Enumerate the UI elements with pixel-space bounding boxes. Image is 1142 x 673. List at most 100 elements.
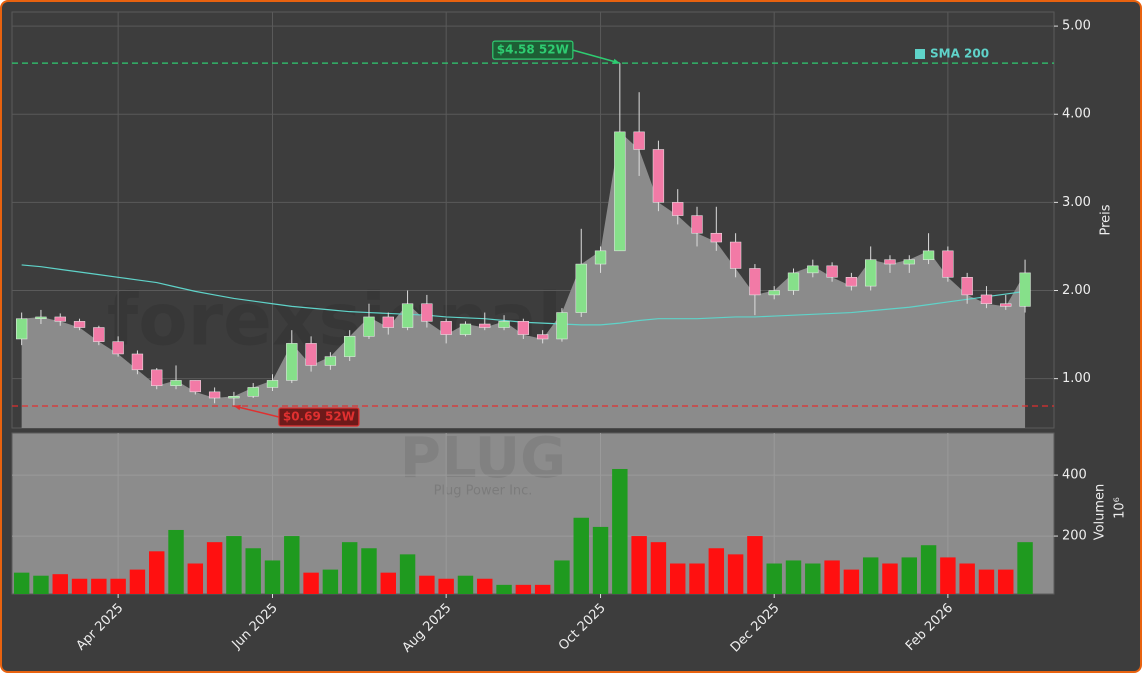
candle-body xyxy=(652,149,665,203)
volume-bar xyxy=(573,517,589,594)
candle-body xyxy=(845,277,858,287)
volume-bar xyxy=(52,574,68,594)
annotation-arrowhead xyxy=(233,404,241,411)
volume-bar xyxy=(419,575,435,594)
candle-body xyxy=(922,250,935,260)
candle-body xyxy=(421,303,433,322)
volume-bar xyxy=(206,542,223,594)
close-area xyxy=(21,131,1026,428)
volume-bar xyxy=(959,563,975,594)
volume-bar xyxy=(766,563,782,594)
candle-body xyxy=(710,232,722,243)
volume-bar xyxy=(380,572,396,594)
annotation-arrow xyxy=(572,49,621,64)
candle-body xyxy=(266,380,279,388)
volume-bar xyxy=(940,557,956,594)
candle-body xyxy=(575,263,587,313)
candle-body xyxy=(633,131,645,150)
candle-body xyxy=(498,321,510,328)
volume-bar xyxy=(341,542,358,594)
volume-bar xyxy=(592,526,609,594)
candle-body xyxy=(556,312,568,340)
y-tick-label: 3.00 xyxy=(1062,195,1091,210)
candle-body xyxy=(691,215,703,234)
volume-bar xyxy=(33,575,49,594)
volume-offset-label: 10⁶ xyxy=(1113,497,1128,519)
candle-body xyxy=(382,316,394,328)
candle-body xyxy=(286,343,298,381)
candle-body xyxy=(189,380,201,393)
volume-bar xyxy=(708,548,725,594)
volume-bar xyxy=(631,536,647,594)
volume-bar xyxy=(612,468,628,594)
annotation-label: $0.69 52W xyxy=(283,409,355,423)
volume-bar xyxy=(264,560,281,594)
volume-axis-label: Volumen xyxy=(1093,484,1108,541)
volume-bar xyxy=(882,563,898,594)
volume-bar xyxy=(727,554,744,594)
candle-body xyxy=(768,290,780,296)
candle-body xyxy=(401,303,414,328)
volume-bar xyxy=(226,536,242,594)
annotation-arrowhead xyxy=(612,58,620,65)
volume-bar xyxy=(920,545,937,594)
candle-body xyxy=(594,250,607,265)
candle-body xyxy=(826,265,838,278)
volume-bar xyxy=(747,536,763,594)
candle-body xyxy=(961,277,973,296)
y-tick-label: 200 xyxy=(1062,529,1087,544)
volume-bar xyxy=(71,578,88,594)
candle-body xyxy=(112,341,124,355)
volume-bar xyxy=(399,554,416,594)
y-axis-label: Preis xyxy=(1099,204,1114,235)
candle-body xyxy=(729,241,742,269)
candle-body xyxy=(884,259,896,265)
volume-bar xyxy=(496,584,512,594)
volume-bar xyxy=(477,578,493,594)
candle-body xyxy=(73,321,86,328)
volume-bar xyxy=(245,548,261,594)
volume-bar xyxy=(322,569,339,594)
candle-body xyxy=(672,202,684,216)
candle-body xyxy=(903,259,915,265)
volume-bar xyxy=(862,557,879,594)
volume-bar xyxy=(303,572,319,594)
volume-bar xyxy=(457,575,474,594)
volume-bar xyxy=(13,572,30,594)
y-tick-label: 400 xyxy=(1062,468,1087,483)
candle-body xyxy=(980,294,993,304)
volume-bar xyxy=(901,557,917,594)
candle-body xyxy=(942,250,954,278)
volume-bar xyxy=(438,578,454,594)
volume-bar xyxy=(110,578,126,594)
y-tick-label: 1.00 xyxy=(1062,371,1091,386)
volume-bar xyxy=(534,584,551,594)
candle-body xyxy=(344,336,356,357)
candle-body xyxy=(247,387,259,397)
volume-bar xyxy=(689,563,705,594)
candle-body xyxy=(1000,303,1012,307)
volume-bar xyxy=(805,563,821,594)
volume-bar xyxy=(129,569,146,594)
volume-bar xyxy=(168,529,184,594)
candle-body xyxy=(517,321,530,335)
legend-label: SMA 200 xyxy=(930,47,989,61)
watermark-symbol: PLUG xyxy=(400,426,566,491)
y-tick-label: 4.00 xyxy=(1062,107,1091,122)
candle-body xyxy=(93,327,105,342)
candle-body xyxy=(363,316,375,337)
volume-bar xyxy=(149,551,165,594)
volume-panel xyxy=(11,432,1055,595)
candle-body xyxy=(170,380,182,386)
candle-body xyxy=(865,259,877,287)
volume-bar xyxy=(554,560,570,594)
volume-bar xyxy=(1017,542,1033,594)
candle-body xyxy=(536,334,549,340)
candle-body xyxy=(228,396,240,399)
volume-bar xyxy=(824,560,840,594)
y-tick-label: 5.00 xyxy=(1062,19,1091,34)
candle-body xyxy=(305,343,317,366)
candle-body xyxy=(614,131,626,252)
volume-bar xyxy=(650,542,667,594)
